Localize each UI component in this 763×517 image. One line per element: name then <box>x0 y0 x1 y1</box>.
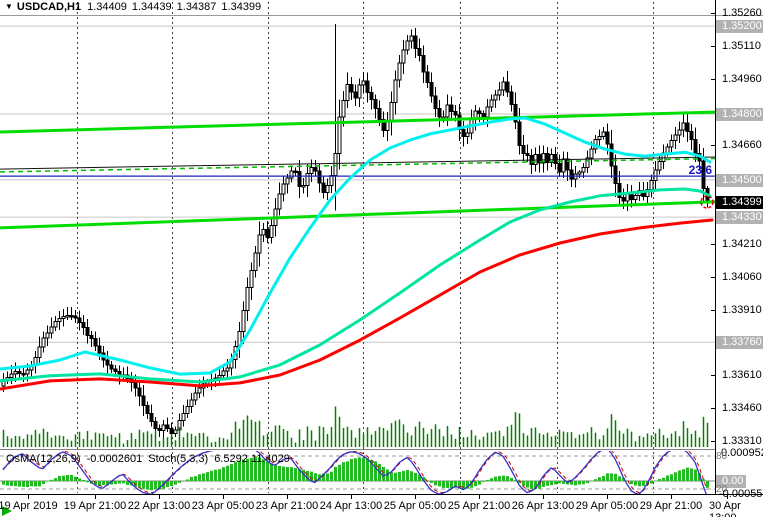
time-axis-label: 30 Apr 13:00 <box>709 500 741 517</box>
stoch-label: Stoch(5,3,3) <box>148 453 209 465</box>
time-axis-label: 25 Apr 05:00 <box>383 500 447 512</box>
bar-low-value: 1.34387 <box>176 1 217 13</box>
time-axis-label: 23 Apr 21:00 <box>255 500 319 512</box>
moving-average-mid[interactable] <box>0 187 712 384</box>
osma-scale-max: 0.0009525 <box>721 447 763 459</box>
current-price-box: 1.34399 <box>716 196 763 209</box>
time-axis-label: 23 Apr 05:00 <box>191 500 255 512</box>
symbol-timeframe-label: USDCAD,H1 <box>16 1 82 13</box>
stoch-level-80: 80 <box>716 451 728 462</box>
time-axis-label: 19 Apr 21:00 <box>63 500 127 512</box>
price-tick-label: 1.34960 <box>722 73 762 85</box>
time-axis-label: 29 Apr 21:00 <box>639 500 703 512</box>
fib-level-label: 23.6 <box>688 163 712 177</box>
price-level-box: 1.33760 <box>716 336 763 349</box>
price-tick-label: 1.34060 <box>722 271 762 283</box>
price-tick-label: 1.33910 <box>722 304 762 316</box>
stoch-values: 6.5292 11.4029 <box>214 453 290 465</box>
osma-label: OsMA(12,26,9) <box>6 453 81 465</box>
bar-close-value: 1.34399 <box>221 1 262 13</box>
osma-value: -0.0002601 <box>86 453 143 465</box>
symbol-dropdown-icon[interactable]: ▼ <box>5 2 13 11</box>
scroll-indicator-icon[interactable] <box>2 506 12 516</box>
price-tick-label: 1.33610 <box>722 369 762 381</box>
volume-bars <box>2 406 709 447</box>
indicator-labels: OsMA(12,26,9) -0.0002601 Stoch(5,3,3) 6.529… <box>6 453 296 465</box>
price-tick-label: 1.33310 <box>722 435 762 447</box>
price-level-box: 1.35200 <box>716 20 763 33</box>
trendline-mid-black[interactable] <box>0 156 715 170</box>
price-tick-label: 1.35110 <box>722 40 761 52</box>
time-axis-label: 26 Apr 13:00 <box>511 500 575 512</box>
time-axis-label: 24 Apr 13:00 <box>319 500 383 512</box>
symbol-title: ▼ USDCAD,H1 1.34409 1.34439 1.34387 1.34399 <box>5 1 266 13</box>
price-tick-label: 1.35260 <box>722 7 762 19</box>
bar-high-value: 1.34439 <box>131 1 172 13</box>
price-tick-label: 1.34660 <box>722 139 762 151</box>
stoch-level-20: 20 <box>716 484 728 495</box>
price-tick-label: 1.33460 <box>722 402 762 414</box>
osma-scale-min: -0.0005510 <box>719 488 763 500</box>
time-axis-label: 19 Apr 2019 <box>0 500 58 512</box>
bar-open-value: 1.34409 <box>87 1 127 13</box>
osma-scale-zero-box: 0.00 <box>716 475 746 488</box>
time-axis-label: 22 Apr 13:00 <box>127 500 191 512</box>
price-level-box: 1.34330 <box>716 211 763 224</box>
price-alert-circle[interactable] <box>700 195 714 209</box>
stoch-main-line <box>2 451 707 494</box>
stoch-signal-line <box>2 451 708 494</box>
osma-histogram <box>2 456 709 491</box>
time-axis-label: 29 Apr 05:00 <box>575 500 639 512</box>
trendline-mid-green-dashed[interactable] <box>0 157 715 173</box>
price-tick-label: 1.34210 <box>722 238 762 250</box>
trendline-lower-channel[interactable] <box>0 200 715 230</box>
trendline-upper-channel[interactable] <box>0 110 718 134</box>
moving-average-fast[interactable] <box>0 116 712 376</box>
time-axis-label: 25 Apr 21:00 <box>447 500 511 512</box>
moving-average-slow[interactable] <box>0 218 714 391</box>
price-level-box: 1.34500 <box>716 174 763 187</box>
price-level-box: 1.34800 <box>716 108 763 121</box>
candlesticks <box>1 23 710 444</box>
